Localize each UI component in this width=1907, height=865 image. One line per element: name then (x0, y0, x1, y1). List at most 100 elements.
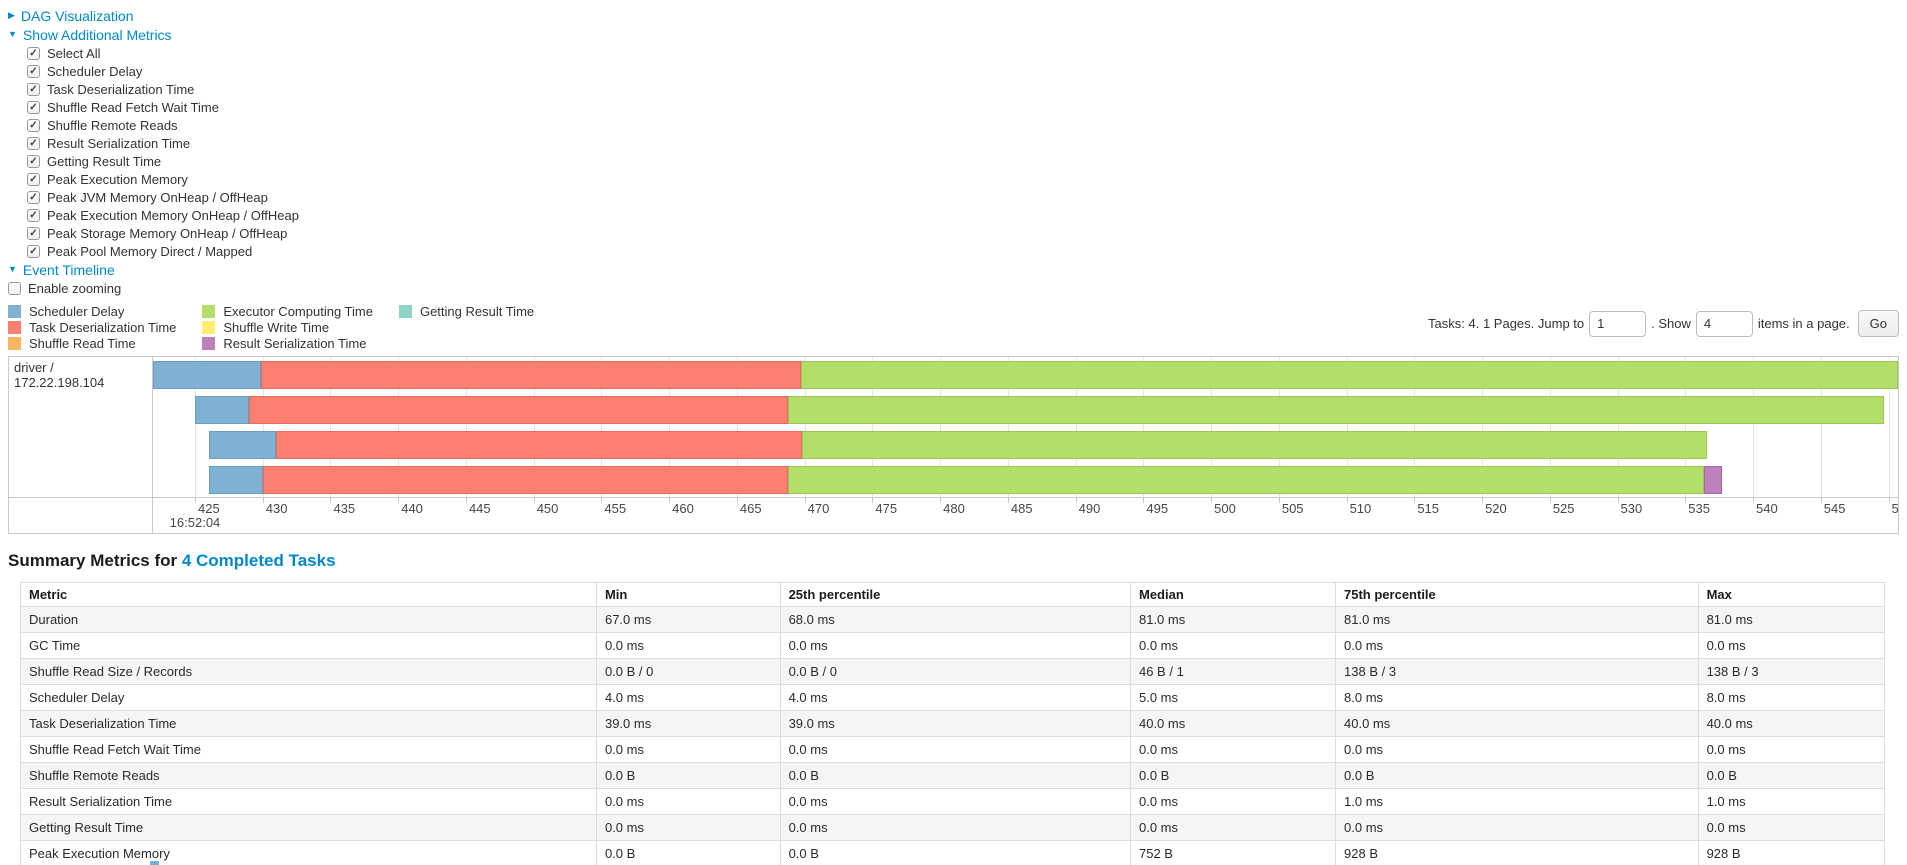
metric-name-cell: Shuffle Read Size / Records (20, 658, 597, 685)
tick-mark (1482, 498, 1484, 503)
tick-label: 460 (672, 501, 694, 516)
table-column-header: Min (595, 582, 781, 607)
legend-swatch (8, 305, 21, 318)
metric-checkbox-item[interactable]: ✓ Peak Storage Memory OnHeap / OffHeap (27, 224, 1899, 242)
section-event-timeline[interactable]: ▼ Event Timeline (8, 260, 1899, 279)
table-row: Task Deserialization Time 39.0 ms 39.0 ms 4… (20, 710, 1886, 737)
task-bar-segment-result-serialization[interactable] (1704, 466, 1722, 495)
pagination-mid-text: . Show (1651, 316, 1691, 331)
metric-value-cell: 138 B / 3 (1335, 658, 1699, 685)
tick-mark (465, 498, 467, 503)
task-bar-segment-task-deserialization[interactable] (262, 466, 789, 495)
metric-checkbox-item[interactable]: ✓ Result Serialization Time (27, 134, 1899, 152)
metric-value-cell: 0.0 ms (595, 736, 781, 763)
task-bar-segment-scheduler-delay[interactable] (208, 466, 263, 495)
task-bar-segment-executor-computing[interactable] (788, 395, 1885, 424)
metric-value-cell: 81.0 ms (1129, 606, 1337, 633)
axis-left-spacer (9, 498, 153, 533)
gridline (804, 357, 806, 497)
completed-tasks-link[interactable]: 4 Completed Tasks (181, 551, 336, 570)
jump-to-page-input[interactable] (1589, 310, 1647, 337)
task-bar-segment-task-deserialization[interactable] (249, 395, 789, 424)
metric-checkbox-item[interactable]: ✓ Peak Pool Memory Direct / Mapped (27, 242, 1899, 260)
gridline (1482, 357, 1484, 497)
metric-value-cell: 8.0 ms (1335, 684, 1699, 711)
tick-mark (533, 498, 535, 503)
task-bar-segment-task-deserialization[interactable] (261, 360, 801, 389)
metric-checkbox-item[interactable]: ✓ Peak JVM Memory OnHeap / OffHeap (27, 188, 1899, 206)
task-bar-segment-executor-computing[interactable] (801, 431, 1707, 460)
section-label: Event Timeline (22, 261, 115, 278)
checkbox-icon: ✓ (27, 82, 40, 96)
checkbox-icon: ✓ (27, 46, 40, 60)
tick-mark (804, 498, 806, 503)
timeline-plot-area (153, 357, 1898, 497)
metric-value-cell: 81.0 ms (1335, 606, 1699, 633)
metric-name-cell: Shuffle Read Fetch Wait Time (20, 736, 597, 763)
gridline (398, 357, 400, 497)
gridline (533, 357, 535, 497)
table-column-header: 75th percentile (1335, 582, 1699, 607)
section-show-additional-metrics[interactable]: ▼ Show Additional Metrics (8, 25, 1899, 44)
checkbox-label: Shuffle Remote Reads (47, 117, 178, 133)
checkbox-label: Shuffle Read Fetch Wait Time (47, 99, 219, 115)
tick-mark (1143, 498, 1145, 503)
tick-label: 510 (1349, 501, 1372, 516)
task-bar-segment-executor-computing[interactable] (800, 360, 1898, 389)
metric-checkbox-item[interactable]: ✓ Peak Execution Memory (27, 170, 1899, 188)
tick-mark (398, 498, 400, 503)
gridline (736, 357, 738, 497)
metric-value-cell: 0.0 ms (779, 788, 1131, 815)
enable-zooming-checkbox[interactable]: Enable zooming (8, 279, 1899, 297)
table-row: Result Serialization Time 0.0 ms 0.0 ms 0.0… (20, 788, 1886, 815)
checkbox-icon: ✓ (27, 208, 40, 222)
checkbox-icon: ✓ (27, 190, 40, 204)
metric-value-cell: 0.0 ms (595, 814, 781, 841)
checkbox-icon: ✓ (27, 172, 40, 186)
tick-mark (669, 498, 671, 503)
metric-name-cell: GC Time (20, 632, 597, 659)
metric-checkbox-item[interactable]: ✓ Peak Execution Memory OnHeap / OffHeap (27, 206, 1899, 224)
metric-checkbox-item[interactable]: ✓ Task Deserialization Time (27, 80, 1899, 98)
tick-mark (1211, 498, 1213, 503)
tick-label: 440 (401, 501, 423, 516)
tick-label: 505 (1281, 501, 1304, 516)
task-bar-segment-task-deserialization[interactable] (276, 431, 802, 460)
metric-value-cell: 0.0 B / 0 (779, 658, 1131, 685)
metric-value-cell: 0.0 ms (1129, 632, 1337, 659)
tick-label: 425 (197, 501, 220, 516)
items-per-page-input[interactable] (1695, 310, 1753, 337)
checkbox-label: Getting Result Time (47, 153, 162, 169)
table-row: Shuffle Read Fetch Wait Time 0.0 ms 0.0 ms… (20, 736, 1886, 763)
go-button[interactable]: Go (1857, 310, 1899, 337)
task-pagination: Tasks: 4. 1 Pages. Jump to . Show items … (1428, 304, 1899, 337)
tick-label: 450 (536, 501, 559, 516)
metric-checkbox-item[interactable]: ✓ Select All (27, 44, 1899, 62)
task-bar-segment-executor-computing[interactable] (788, 466, 1705, 495)
legend-swatch (8, 321, 21, 334)
metric-checkbox-item[interactable]: ✓ Scheduler Delay (27, 62, 1899, 80)
tick-mark (940, 498, 942, 503)
checkbox-label: Peak Storage Memory OnHeap / OffHeap (47, 225, 288, 241)
task-bar-segment-scheduler-delay[interactable] (208, 431, 277, 460)
checkbox-label: Result Serialization Time (47, 135, 191, 151)
metric-value-cell: 81.0 ms (1697, 606, 1886, 633)
tick-mark (1414, 498, 1416, 503)
event-timeline-chart: driver / 172.22.198.104 425 430 435 440 445 4… (8, 356, 1899, 534)
metric-checkbox-item[interactable]: ✓ Getting Result Time (27, 152, 1899, 170)
section-dag-visualization[interactable]: ▶ DAG Visualization (8, 6, 1899, 25)
tick-label: 430 (265, 501, 288, 516)
tick-label: 540 (1756, 501, 1778, 516)
table-column-header: Metric (20, 582, 597, 607)
legend-swatch (8, 337, 21, 350)
metric-value-cell: 0.0 ms (1697, 632, 1886, 659)
timeline-legend: Scheduler Delay Task Deserialization Time… (8, 304, 534, 351)
task-bar-segment-scheduler-delay[interactable] (153, 360, 262, 389)
tick-label: 435 (333, 501, 356, 516)
legend-item: Getting Result Time (398, 304, 534, 319)
tick-label: 550 (1891, 501, 1898, 516)
metric-checkbox-item[interactable]: ✓ Shuffle Read Fetch Wait Time (27, 98, 1899, 116)
metric-checkbox-item[interactable]: ✓ Shuffle Remote Reads (27, 116, 1899, 134)
task-bar-segment-scheduler-delay[interactable] (194, 395, 250, 424)
table-row: GC Time 0.0 ms 0.0 ms 0.0 ms 0.0 ms 0.0 ms (20, 632, 1886, 659)
